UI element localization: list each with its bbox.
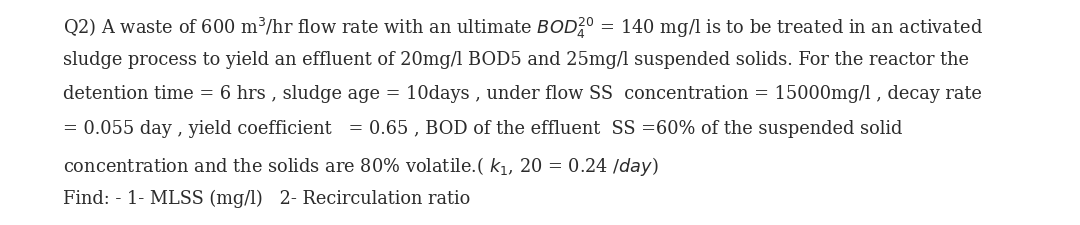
- Text: Q2) A waste of 600 m$^3$/hr flow rate with an ultimate $\mathit{BOD}_4^{20}$ = 1: Q2) A waste of 600 m$^3$/hr flow rate wi…: [63, 16, 983, 41]
- Text: concentration and the solids are 80% volatile.( $k_1$, 20 = 0.24 $/day$): concentration and the solids are 80% vol…: [63, 155, 659, 178]
- Text: Find: - 1- MLSS (mg/l)   2- Recirculation ratio: Find: - 1- MLSS (mg/l) 2- Recirculation …: [63, 190, 470, 208]
- Text: sludge process to yield an effluent of 20mg/l BOD5 and 25mg/l suspended solids. : sludge process to yield an effluent of 2…: [63, 51, 969, 69]
- Text: = 0.055 day , yield coefficient   = 0.65 , BOD of the effluent  SS =60% of the s: = 0.055 day , yield coefficient = 0.65 ,…: [63, 120, 902, 138]
- Text: detention time = 6 hrs , sludge age = 10days , under flow SS  concentration = 15: detention time = 6 hrs , sludge age = 10…: [63, 86, 982, 104]
